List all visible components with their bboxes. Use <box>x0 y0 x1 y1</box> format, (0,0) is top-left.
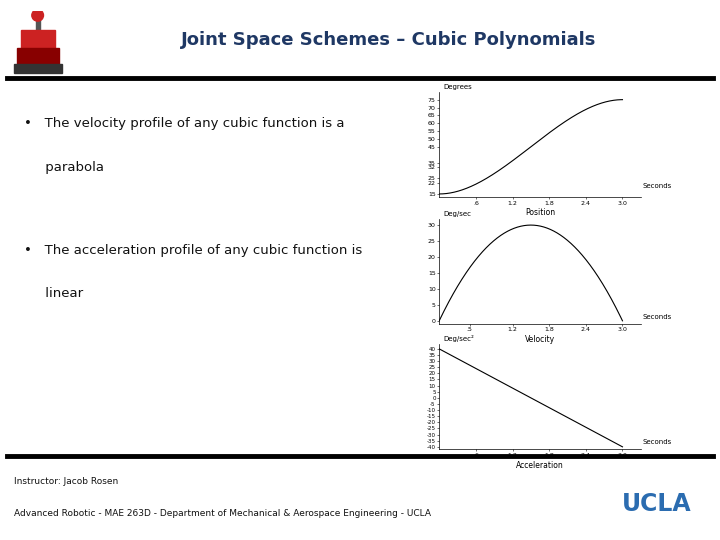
Text: linear: linear <box>24 287 83 300</box>
X-axis label: Velocity: Velocity <box>525 335 555 345</box>
Bar <box>36 18 40 30</box>
Bar <box>22 30 55 49</box>
Bar <box>17 49 59 66</box>
Text: Seconds: Seconds <box>643 183 672 188</box>
Text: •   The velocity profile of any cubic function is a: • The velocity profile of any cubic func… <box>24 117 344 130</box>
X-axis label: Acceleration: Acceleration <box>516 461 564 469</box>
Text: Seconds: Seconds <box>643 439 672 445</box>
Text: Instructor: Jacob Rosen: Instructor: Jacob Rosen <box>14 477 119 486</box>
Text: Deg/sec: Deg/sec <box>444 211 471 217</box>
Text: •   The acceleration profile of any cubic function is: • The acceleration profile of any cubic … <box>24 244 362 257</box>
Text: parabola: parabola <box>24 160 104 173</box>
Bar <box>14 64 62 73</box>
Text: Joint Space Schemes – Cubic Polynomials: Joint Space Schemes – Cubic Polynomials <box>181 31 596 49</box>
Text: Seconds: Seconds <box>643 314 672 320</box>
Text: UCLA: UCLA <box>622 491 692 516</box>
Text: Deg/sec²: Deg/sec² <box>444 335 474 342</box>
Circle shape <box>32 10 43 21</box>
Text: Degrees: Degrees <box>444 84 472 90</box>
X-axis label: Position: Position <box>525 208 555 217</box>
Text: Advanced Robotic - MAE 263D - Department of Mechanical & Aerospace Engineering -: Advanced Robotic - MAE 263D - Department… <box>14 509 431 518</box>
